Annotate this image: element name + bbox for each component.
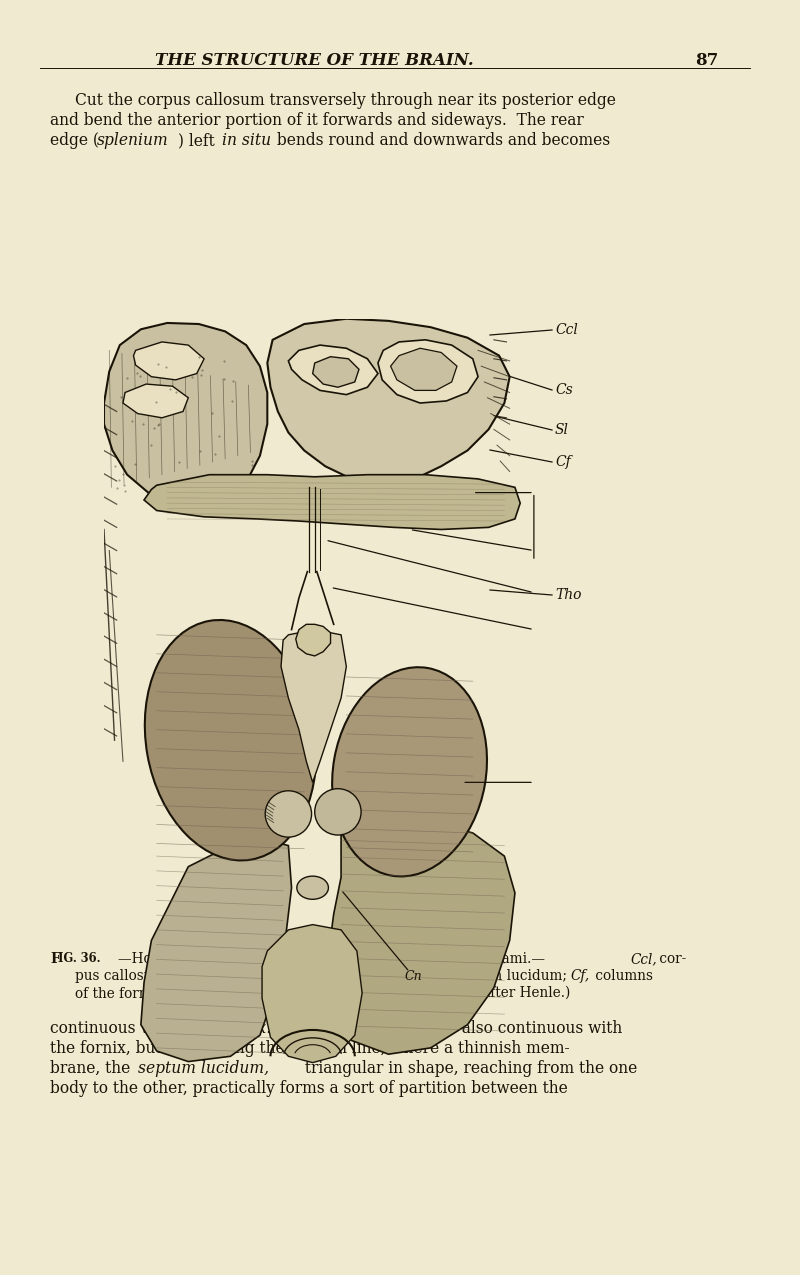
- Polygon shape: [267, 319, 510, 486]
- Text: Ccl,: Ccl,: [630, 952, 657, 966]
- Text: pineal gland.  (After Henle.): pineal gland. (After Henle.): [372, 986, 570, 1001]
- Text: Tho: Tho: [555, 588, 582, 602]
- Polygon shape: [134, 342, 204, 380]
- Text: septum lucidum;: septum lucidum;: [447, 969, 571, 983]
- Text: body to the other, practically forms a sort of partition between the: body to the other, practically forms a s…: [50, 1080, 568, 1096]
- Circle shape: [314, 789, 361, 835]
- Text: 87: 87: [695, 52, 718, 69]
- Text: corpus striatum;: corpus striatum;: [284, 969, 407, 983]
- Text: Cut the corpus callosum transversely through near its posterior edge: Cut the corpus callosum transversely thr…: [75, 92, 616, 108]
- Text: pus callosum in section;: pus callosum in section;: [75, 969, 246, 983]
- Text: fornix.: fornix.: [221, 1020, 272, 1037]
- Text: cor-: cor-: [655, 952, 686, 966]
- Text: splenium: splenium: [97, 133, 169, 149]
- Text: columns: columns: [591, 969, 653, 983]
- Text: Cf,: Cf,: [570, 969, 590, 983]
- Polygon shape: [141, 840, 291, 1062]
- Polygon shape: [123, 384, 188, 418]
- Text: Cn,: Cn,: [349, 986, 373, 1000]
- Text: Cf: Cf: [555, 455, 570, 469]
- Polygon shape: [104, 323, 267, 506]
- Text: Ccl: Ccl: [555, 323, 578, 337]
- Polygon shape: [296, 625, 330, 655]
- Polygon shape: [378, 340, 478, 403]
- Ellipse shape: [332, 667, 487, 876]
- Text: optic thalami;: optic thalami;: [214, 986, 318, 1000]
- Text: The anterior part is also continuous with: The anterior part is also continuous wit…: [290, 1020, 622, 1037]
- Text: edge (: edge (: [50, 133, 99, 149]
- Text: the fornix, but more along the median line, where a thinnish mem-: the fornix, but more along the median li…: [50, 1040, 570, 1057]
- Polygon shape: [288, 346, 378, 395]
- Text: of the fornix;: of the fornix;: [75, 986, 169, 1000]
- Text: triangular in shape, reaching from the one: triangular in shape, reaching from the o…: [300, 1060, 638, 1077]
- Text: —Horizontal section of human brain just above the thalami.—: —Horizontal section of human brain just …: [118, 952, 545, 966]
- Polygon shape: [281, 630, 346, 783]
- Text: brane, the: brane, the: [50, 1060, 135, 1077]
- Ellipse shape: [297, 876, 329, 899]
- Polygon shape: [262, 924, 362, 1062]
- Text: continuous with the: continuous with the: [50, 1020, 210, 1037]
- Text: and bend the anterior portion of it forwards and sideways.  The rear: and bend the anterior portion of it forw…: [50, 112, 584, 129]
- Text: ) left: ) left: [178, 133, 220, 149]
- Polygon shape: [327, 822, 515, 1054]
- Text: IG. 36.: IG. 36.: [58, 952, 101, 965]
- Text: Sl,: Sl,: [427, 969, 445, 983]
- Polygon shape: [390, 348, 457, 390]
- Polygon shape: [313, 357, 359, 388]
- Ellipse shape: [145, 620, 316, 861]
- Text: Sl: Sl: [555, 423, 569, 437]
- Text: septum lucidum,: septum lucidum,: [138, 1060, 269, 1077]
- Text: F: F: [50, 952, 60, 966]
- Text: bends round and downwards and becomes: bends round and downwards and becomes: [272, 133, 610, 149]
- Text: THE STRUCTURE OF THE BRAIN.: THE STRUCTURE OF THE BRAIN.: [155, 52, 474, 69]
- Text: Tho,: Tho,: [185, 986, 215, 1000]
- Text: in situ: in situ: [222, 133, 271, 149]
- Text: Cs: Cs: [555, 382, 573, 397]
- Text: Cn: Cn: [404, 970, 422, 983]
- Circle shape: [266, 790, 311, 838]
- Text: Cs,: Cs,: [262, 969, 284, 983]
- Polygon shape: [144, 474, 520, 529]
